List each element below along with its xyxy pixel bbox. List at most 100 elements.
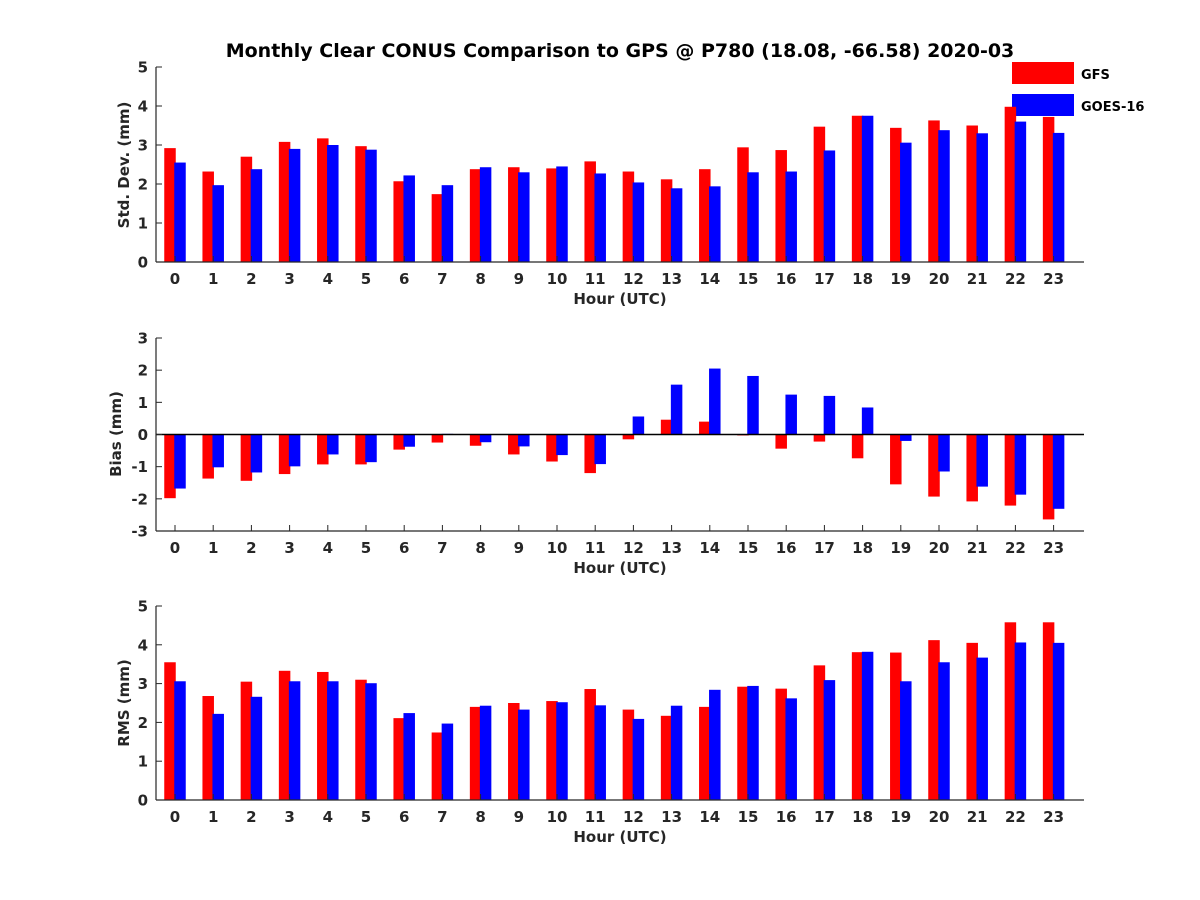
bar-bias-gfs-hour-9 — [508, 434, 520, 455]
bar-rms-goes16-hour-1 — [212, 713, 224, 800]
bar-rms-goes16-hour-8 — [479, 705, 492, 800]
bar-std-dev-goes16-hour-20 — [938, 130, 950, 262]
bar-std-dev-goes16-hour-0 — [174, 162, 186, 262]
rms-y-tick-label: 3 — [138, 675, 148, 693]
bar-bias-gfs-hour-0 — [164, 434, 176, 499]
bar-bias-gfs-hour-11 — [584, 434, 596, 474]
bar-std-dev-gfs-hour-23 — [1042, 116, 1055, 262]
bias-y-tick-label: 0 — [138, 426, 148, 444]
bias-x-tick-label: 7 — [437, 539, 447, 557]
bar-std-dev-goes16-hour-1 — [212, 185, 224, 262]
bar-rms-gfs-hour-4 — [317, 671, 329, 800]
bar-bias-goes16-hour-4 — [327, 434, 339, 455]
bar-rms-gfs-hour-23 — [1042, 622, 1055, 800]
std-dev-x-tick-label: 16 — [776, 270, 797, 288]
bias-x-tick-label: 1 — [208, 539, 218, 557]
legend-label-gfs: GFS — [1081, 68, 1110, 83]
bar-bias-gfs-hour-6 — [393, 434, 405, 450]
bias-x-tick-label: 9 — [514, 539, 524, 557]
bias-x-tick-label: 2 — [246, 539, 256, 557]
bar-std-dev-goes16-hour-23 — [1052, 132, 1065, 262]
bar-std-dev-goes16-hour-13 — [670, 188, 683, 262]
bar-rms-gfs-hour-3 — [278, 670, 291, 800]
bar-rms-gfs-hour-18 — [851, 652, 864, 800]
rms-x-tick-label: 3 — [284, 808, 294, 826]
bias-x-axis-label: Hour (UTC) — [573, 559, 666, 577]
bar-std-dev-goes16-hour-3 — [288, 148, 301, 262]
bar-std-dev-goes16-hour-21 — [976, 133, 988, 262]
bias-x-tick-label: 20 — [929, 539, 950, 557]
bias-y-tick-label: -1 — [131, 458, 148, 476]
rms-x-tick-label: 18 — [852, 808, 873, 826]
bar-rms-goes16-hour-20 — [938, 662, 950, 800]
bar-std-dev-gfs-hour-10 — [546, 168, 558, 262]
rms-y-tick-label: 2 — [138, 714, 148, 732]
bar-std-dev-gfs-hour-13 — [660, 179, 673, 262]
std-dev-x-tick-label: 6 — [399, 270, 409, 288]
bar-bias-goes16-hour-17 — [823, 395, 836, 435]
rms-x-tick-label: 17 — [814, 808, 835, 826]
std-dev-x-tick-label: 22 — [1005, 270, 1026, 288]
bias-x-tick-label: 8 — [475, 539, 485, 557]
bias-x-tick-label: 3 — [284, 539, 294, 557]
bar-rms-goes16-hour-15 — [747, 685, 759, 800]
bias-x-tick-label: 23 — [1043, 539, 1064, 557]
bar-bias-goes16-hour-23 — [1052, 434, 1065, 509]
rms-y-axis-label: RMS (mm) — [115, 659, 133, 746]
bias-x-tick-label: 6 — [399, 539, 409, 557]
bar-bias-gfs-hour-7 — [431, 434, 444, 443]
std-dev-x-tick-label: 17 — [814, 270, 835, 288]
bias-bars — [164, 368, 1065, 520]
bar-bias-goes16-hour-9 — [518, 434, 530, 447]
bar-std-dev-gfs-hour-12 — [622, 171, 635, 262]
bar-std-dev-goes16-hour-9 — [518, 172, 530, 262]
bar-bias-gfs-hour-17 — [813, 434, 826, 442]
std-dev-x-tick-label: 4 — [323, 270, 333, 288]
rms-x-tick-label: 8 — [475, 808, 485, 826]
bar-std-dev-goes16-hour-18 — [861, 115, 874, 262]
bar-rms-gfs-hour-19 — [890, 652, 902, 800]
bar-rms-goes16-hour-16 — [785, 698, 797, 800]
bias-y-tick-label: 3 — [138, 330, 148, 348]
bar-std-dev-goes16-hour-4 — [327, 145, 339, 262]
bar-bias-goes16-hour-12 — [632, 416, 645, 435]
rms-x-tick-label: 11 — [585, 808, 606, 826]
std-dev-x-tick-label: 15 — [738, 270, 759, 288]
rms-x-tick-label: 10 — [547, 808, 568, 826]
bar-rms-gfs-hour-7 — [431, 732, 444, 800]
rms-x-tick-label: 21 — [967, 808, 988, 826]
bar-rms-gfs-hour-6 — [393, 718, 405, 800]
bar-bias-goes16-hour-19 — [900, 434, 912, 441]
bias-x-tick-label: 19 — [890, 539, 911, 557]
std-dev-y-tick-label: 0 — [138, 254, 148, 272]
bar-rms-goes16-hour-18 — [861, 651, 874, 800]
bias-x-tick-label: 4 — [323, 539, 333, 557]
rms-x-tick-label: 6 — [399, 808, 409, 826]
bar-std-dev-gfs-hour-1 — [202, 171, 214, 262]
bias-x-tick-label: 10 — [547, 539, 568, 557]
bar-rms-gfs-hour-14 — [699, 706, 711, 800]
std-dev-x-tick-label: 20 — [929, 270, 950, 288]
bar-rms-goes16-hour-4 — [327, 681, 339, 800]
bar-rms-gfs-hour-13 — [660, 715, 673, 800]
bias-y-tick-label: 1 — [138, 394, 148, 412]
bar-bias-gfs-hour-10 — [546, 434, 558, 462]
bar-rms-gfs-hour-22 — [1004, 622, 1017, 800]
bar-rms-goes16-hour-19 — [900, 681, 912, 800]
bar-bias-goes16-hour-5 — [365, 434, 377, 463]
bar-std-dev-gfs-hour-3 — [278, 141, 291, 262]
bar-std-dev-gfs-hour-9 — [508, 167, 520, 262]
std-dev-x-tick-label: 11 — [585, 270, 606, 288]
bar-bias-goes16-hour-2 — [250, 434, 263, 473]
bar-rms-goes16-hour-0 — [174, 681, 186, 800]
std-dev-x-tick-label: 10 — [547, 270, 568, 288]
rms-x-tick-label: 16 — [776, 808, 797, 826]
std-dev-x-tick-label: 9 — [514, 270, 524, 288]
bar-bias-goes16-hour-22 — [1014, 434, 1027, 495]
bias-x-tick-label: 11 — [585, 539, 606, 557]
bar-std-dev-goes16-hour-12 — [632, 182, 645, 262]
bar-rms-gfs-hour-2 — [240, 681, 253, 800]
bar-rms-goes16-hour-21 — [976, 657, 988, 800]
bar-std-dev-gfs-hour-22 — [1004, 106, 1017, 262]
